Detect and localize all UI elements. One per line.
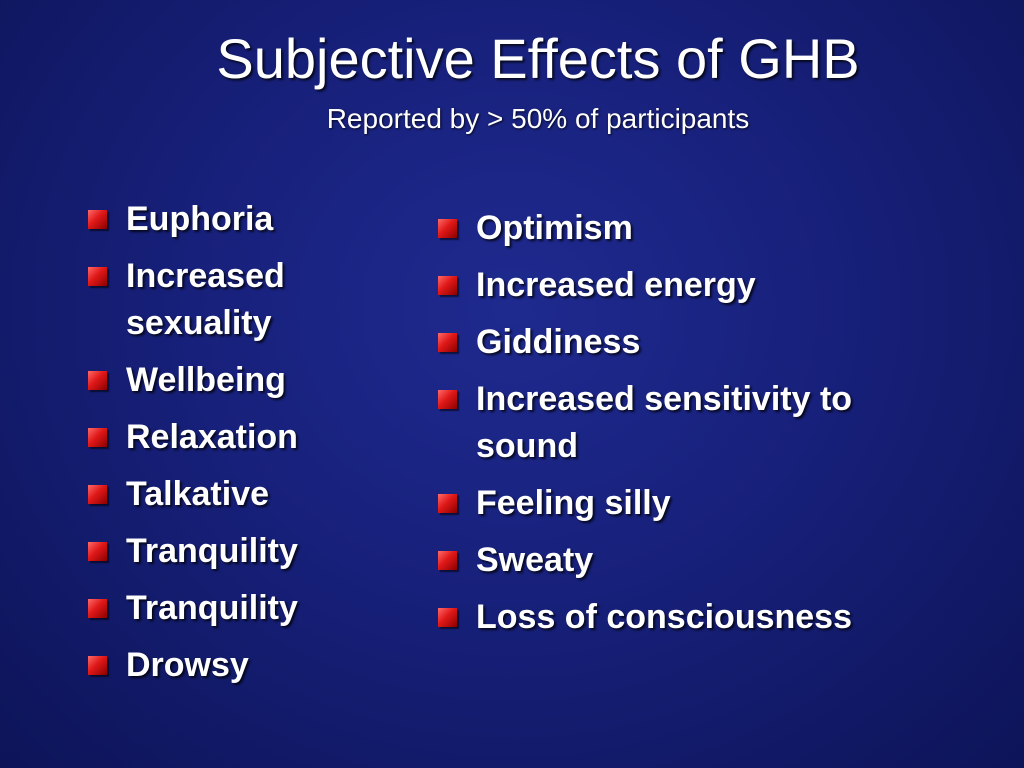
list-item: Feeling silly	[438, 480, 898, 527]
square-bullet-icon	[438, 551, 457, 570]
list-item: Tranquility	[88, 585, 388, 632]
list-item: Tranquility	[88, 528, 388, 575]
list-item: Giddiness	[438, 319, 898, 366]
list-item-text: Euphoria	[126, 200, 274, 238]
list-item: Loss of consciousness	[438, 594, 898, 641]
list-item-text: Giddiness	[476, 323, 641, 361]
square-bullet-icon	[88, 371, 107, 390]
list-item: Increased energy	[438, 262, 898, 309]
list-item: Drowsy	[88, 642, 388, 689]
right-bullet-list: Optimism Increased energy Giddiness Incr…	[438, 205, 898, 651]
slide-title: Subjective Effects of GHB	[216, 27, 860, 90]
list-item: Increased sensitivity to sound	[438, 376, 898, 470]
list-item-text: Increased sensitivity to sound	[476, 380, 853, 465]
list-item-text: Talkative	[126, 475, 270, 513]
list-item: Relaxation	[88, 414, 388, 461]
square-bullet-icon	[88, 485, 107, 504]
square-bullet-icon	[438, 608, 457, 627]
slide-subtitle: Reported by > 50% of participants	[326, 103, 750, 134]
list-item-text: Feeling silly	[476, 484, 671, 522]
square-bullet-icon	[88, 542, 107, 561]
list-item-text: Wellbeing	[126, 361, 286, 399]
list-item-text: Tranquility	[126, 589, 298, 627]
square-bullet-icon	[438, 276, 457, 295]
list-item: Optimism	[438, 205, 898, 252]
square-bullet-icon	[88, 656, 107, 675]
list-item: Increased sexuality	[88, 253, 388, 347]
square-bullet-icon	[438, 219, 457, 238]
list-item-text: Optimism	[476, 209, 633, 247]
list-item: Euphoria	[88, 196, 388, 243]
list-item-text: Tranquility	[126, 532, 298, 570]
square-bullet-icon	[88, 428, 107, 447]
square-bullet-icon	[88, 599, 107, 618]
list-item-text: Sweaty	[476, 541, 594, 579]
list-item-text: Drowsy	[126, 646, 249, 684]
square-bullet-icon	[438, 333, 457, 352]
list-item: Talkative	[88, 471, 388, 518]
list-item-text: Increased energy	[476, 266, 756, 304]
square-bullet-icon	[438, 494, 457, 513]
left-bullet-list: Euphoria Increased sexuality Wellbeing R…	[88, 196, 388, 699]
square-bullet-icon	[438, 390, 457, 409]
list-item-text: Relaxation	[126, 418, 298, 456]
square-bullet-icon	[88, 210, 107, 229]
list-item-text: Loss of consciousness	[476, 598, 852, 636]
square-bullet-icon	[88, 267, 107, 286]
list-item-text: Increased sexuality	[126, 257, 285, 342]
list-item: Wellbeing	[88, 357, 388, 404]
list-item: Sweaty	[438, 537, 898, 584]
